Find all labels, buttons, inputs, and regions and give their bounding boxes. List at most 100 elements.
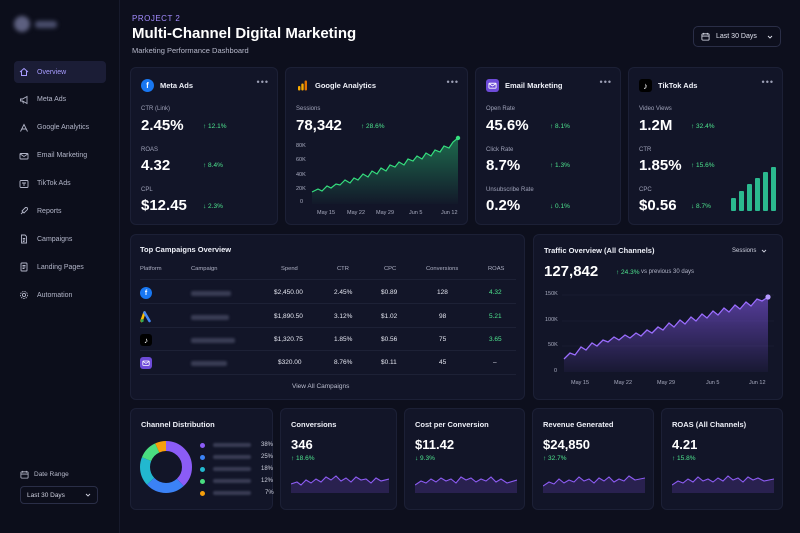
metric-delta: ↓ 0.1% xyxy=(550,203,570,210)
donut-slice xyxy=(140,441,192,493)
divider xyxy=(140,279,516,280)
sidebar-item-email-marketing[interactable]: Email Marketing xyxy=(14,145,106,167)
traffic-area xyxy=(564,297,768,372)
campaign-name-blurred xyxy=(191,291,231,296)
chevron-down-icon xyxy=(767,35,773,39)
sidebar-item-google-analytics[interactable]: Google Analytics xyxy=(14,117,106,139)
card-title: Meta Ads xyxy=(160,81,194,90)
axis-tick: 50K xyxy=(548,342,558,348)
metric-delta: ↑ 1.3% xyxy=(550,162,570,169)
cell-conversions: 128 xyxy=(437,289,448,296)
metric-label: CPC xyxy=(639,187,652,193)
kpi-value: $11.42 xyxy=(415,437,455,452)
more-menu-icon[interactable]: ••• xyxy=(761,77,774,87)
more-menu-icon[interactable]: ••• xyxy=(256,77,269,87)
sidebar-item-reports[interactable]: Reports xyxy=(14,200,106,222)
mail-icon xyxy=(140,357,152,369)
view-all-campaigns-link[interactable]: View All Campaigns xyxy=(292,383,350,390)
axis-tick: 40K xyxy=(296,172,306,178)
date-range-label: Date Range xyxy=(20,470,69,479)
card-header: ♪ TikTok Ads xyxy=(639,79,697,92)
tiktok-icon: ♪ xyxy=(140,334,152,346)
metric-label: Click Rate xyxy=(486,147,514,153)
sidebar-item-label: TikTok Ads xyxy=(37,180,71,188)
more-menu-icon[interactable]: ••• xyxy=(599,77,612,87)
cell-conversions: 45 xyxy=(439,359,447,366)
mail-icon xyxy=(486,79,499,92)
chevron-down-icon xyxy=(85,493,91,497)
sidebar-nav: Overview Meta Ads Google Analytics Email… xyxy=(14,61,106,312)
project-label: PROJECT 2 xyxy=(132,14,181,23)
google-ads-icon xyxy=(140,311,151,323)
cell-conversions: 98 xyxy=(439,313,447,320)
sidebar-item-label: Email Marketing xyxy=(37,152,88,160)
cell-spend: $1,320.75 xyxy=(274,336,303,343)
metric-label: ROAS xyxy=(141,147,159,153)
metric-label: CTR (Link) xyxy=(141,106,171,112)
cell-cpc: $0.11 xyxy=(381,359,397,366)
rocket-icon xyxy=(20,207,28,215)
chevron-down-icon xyxy=(762,249,767,253)
range-select[interactable]: Last 30 Days xyxy=(693,26,781,47)
cell-ctr: 3.12% xyxy=(334,313,353,320)
more-menu-icon[interactable]: ••• xyxy=(446,77,459,87)
cell-ctr: 1.85% xyxy=(334,336,353,343)
sessions-line xyxy=(311,137,459,193)
google-analytics-icon xyxy=(298,80,307,91)
metric-label: Open Rate xyxy=(486,106,516,112)
metric-delta: ↑ 32.4% xyxy=(691,123,715,130)
cell-spend: $320.00 xyxy=(278,359,302,366)
metric-value: 1.2M xyxy=(639,117,673,134)
card-title: TikTok Ads xyxy=(658,81,698,90)
sessions-line-chart xyxy=(311,135,461,204)
metric-delta: ↑ 12.1% xyxy=(203,123,227,130)
metric-select[interactable]: Sessions xyxy=(732,248,767,254)
sidebar-item-meta-ads[interactable]: Meta Ads xyxy=(14,89,106,111)
card-title: Email Marketing xyxy=(505,81,563,90)
sidebar-item-label: Overview xyxy=(37,68,67,76)
card-title: Conversions xyxy=(291,420,337,429)
sidebar-item-automation[interactable]: Automation xyxy=(14,284,106,306)
sidebar-item-tiktok-ads[interactable]: TikTok Ads xyxy=(14,173,106,195)
sidebar-item-overview[interactable]: Overview xyxy=(14,61,106,83)
metric-delta: ↑ 8.4% xyxy=(203,162,223,169)
donut-slice xyxy=(140,441,192,493)
campaign-name-blurred xyxy=(191,315,229,320)
cell-roas: 3.65 xyxy=(489,336,502,343)
metric-value: 2.45% xyxy=(141,117,184,134)
metric-label: Unsubscribe Rate xyxy=(486,187,534,193)
sidebar-item-label: Campaigns xyxy=(37,235,73,243)
revenue-generated-card: Revenue Generated $24,850 ↑ 32.7% xyxy=(532,408,654,510)
tiktok-icon xyxy=(19,179,29,188)
legend-item: 7% xyxy=(200,490,274,496)
tiktok-icon: ♪ xyxy=(639,79,652,92)
axis-tick: May 15 xyxy=(317,210,336,216)
bar xyxy=(763,172,768,211)
legend-item: 12% xyxy=(200,478,273,484)
metric-value: $0.56 xyxy=(639,197,677,214)
metric-label: Sessions xyxy=(296,106,321,112)
sidebar-item-landing-pages[interactable]: Landing Pages xyxy=(14,256,106,278)
axis-tick: Jun 5 xyxy=(409,210,423,216)
card-header: Email Marketing xyxy=(486,79,563,92)
axis-tick: May 29 xyxy=(657,380,676,386)
date-range-select[interactable]: Last 30 Days xyxy=(20,486,98,504)
kpi-delta: ↑ 15.8% xyxy=(672,455,696,462)
metric-value: 4.32 xyxy=(141,157,171,174)
card-header: f Meta Ads xyxy=(141,79,193,92)
axis-tick: 0 xyxy=(554,368,558,374)
traffic-compare: vs previous 30 days xyxy=(641,269,695,275)
metric-select-value: Sessions xyxy=(732,248,757,254)
sidebar-item-campaigns[interactable]: Campaigns xyxy=(14,228,106,250)
metric-value: 8.7% xyxy=(486,157,521,174)
metric-value: 45.6% xyxy=(486,117,529,134)
tiktok-ads-card: ♪ TikTok Ads ••• Video Views 1.2M ↑ 32.4… xyxy=(628,67,783,225)
page-title: Multi-Channel Digital Marketing xyxy=(132,25,357,42)
bar xyxy=(755,178,760,211)
bar xyxy=(747,184,752,211)
divider xyxy=(140,350,516,351)
column-header: Platform xyxy=(140,266,162,272)
top-campaigns-card xyxy=(130,234,525,400)
column-header: Campaign xyxy=(191,266,218,272)
card-title: ROAS (All Channels) xyxy=(672,420,747,429)
